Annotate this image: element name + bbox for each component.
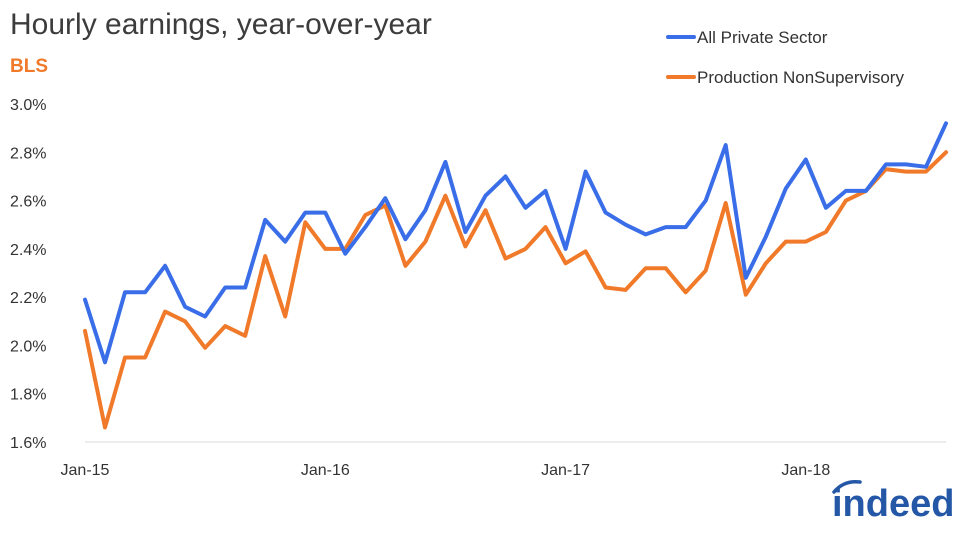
x-tick-label: Jan-17 [541,462,590,479]
y-tick-label: 2.2% [10,290,46,307]
chart-subtitle: BLS [10,56,48,77]
x-tick-label: Jan-18 [781,462,830,479]
legend-label: Production NonSupervisory [697,68,904,87]
x-tick-label: Jan-16 [301,462,350,479]
chart-title: Hourly earnings, year-over-year [10,8,432,41]
series-line-1 [83,121,948,365]
series-line-2 [83,150,948,430]
indeed-logo: indeed [832,479,954,525]
y-tick-label: 2.8% [10,145,46,162]
indeed-logo-text: indeed [832,483,954,525]
y-tick-label: 2.6% [10,194,46,211]
x-tick-label: Jan-15 [61,462,110,479]
y-tick-label: 2.0% [10,338,46,355]
y-tick-label: 1.6% [10,435,46,452]
y-tick-label: 2.4% [10,242,46,259]
legend-label: All Private Sector [697,28,828,47]
y-tick-label: 3.0% [10,97,46,114]
y-tick-label: 1.8% [10,387,46,404]
indeed-logo-arc-icon [832,479,862,494]
